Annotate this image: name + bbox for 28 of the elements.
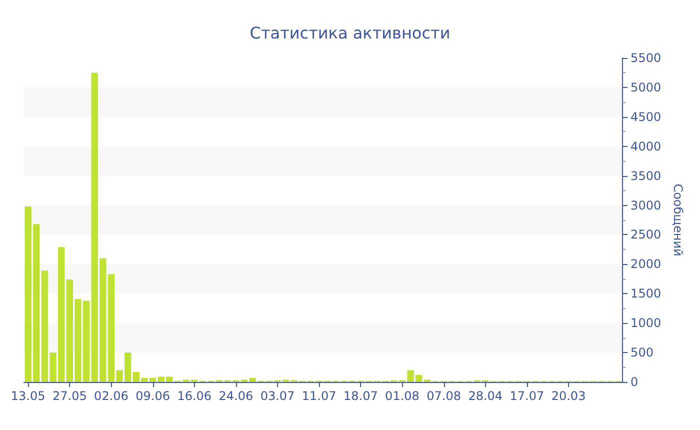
y-tick-label: 1500 — [630, 286, 662, 301]
x-tick-label: 18.07 — [343, 389, 378, 403]
x-tick-label: 28.04 — [468, 389, 503, 403]
y-axis-title: Сообщений — [671, 184, 685, 256]
y-tick-label: 5500 — [630, 51, 662, 65]
y-tick-label: 4000 — [630, 139, 662, 154]
x-tick-label: 03.07 — [260, 389, 295, 403]
y-tick-label: 3500 — [630, 168, 662, 183]
y-tick-label: 5000 — [630, 80, 662, 94]
y-tick-label: 0 — [630, 375, 638, 389]
y-tick-label: 2500 — [630, 228, 662, 242]
chart-title: Статистика активности — [250, 24, 450, 42]
x-tick-label: 17.07 — [510, 389, 544, 403]
y-tick-label: 3000 — [630, 198, 662, 212]
x-tick-label: 01.08 — [385, 389, 420, 403]
x-tick-label: 24.06 — [218, 389, 254, 403]
x-tick-label: 09.06 — [136, 389, 170, 403]
y-tick-label: 2000 — [630, 257, 662, 272]
x-tick-label: 11.07 — [302, 389, 336, 403]
x-tick-label: 20.03 — [551, 389, 586, 403]
y-tick-label: 1000 — [630, 316, 662, 330]
x-tick-label: 02.06 — [94, 389, 128, 403]
y-tick-label: 4500 — [630, 110, 662, 124]
x-tick-label: 13.05 — [10, 389, 46, 403]
x-tick-label: 16.06 — [177, 389, 212, 403]
x-tick-label: 27.05 — [52, 389, 87, 403]
y-tick-label: 500 — [630, 346, 654, 360]
x-tick-label: 07.08 — [426, 389, 461, 403]
